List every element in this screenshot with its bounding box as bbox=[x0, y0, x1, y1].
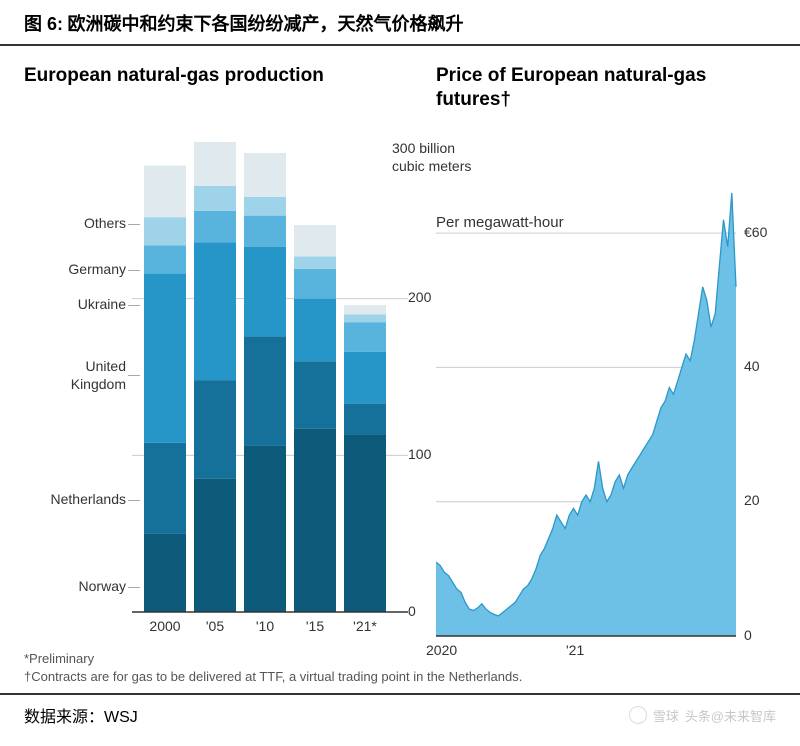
tick-Others bbox=[128, 224, 140, 225]
cat-Netherlands: Netherlands bbox=[24, 491, 126, 507]
area-line-chart: Per megawatt-hour02040€602020'21 bbox=[436, 126, 776, 636]
left-chart-panel: European natural-gas production 300 bill… bbox=[24, 64, 420, 636]
ry-60: €60 bbox=[744, 224, 767, 240]
source-value: WSJ bbox=[104, 709, 138, 726]
watermark-icon bbox=[629, 706, 647, 724]
source-row: 数据来源：WSJ 雪球 头条@未来智库 bbox=[0, 695, 800, 737]
tick-Netherlands bbox=[128, 500, 140, 501]
watermark: 雪球 头条@未来智库 bbox=[629, 706, 776, 725]
figure-title: 欧洲碳中和约束下各国纷纷减产，天然气价格飙升 bbox=[67, 14, 463, 34]
x-'21*: '21* bbox=[343, 618, 387, 634]
figure-label: 图 6: bbox=[24, 14, 63, 34]
stacked-bar-chart: 300 billioncubic meters0100200NorwayNeth… bbox=[24, 102, 420, 612]
cat-United Kingdom-1: United bbox=[24, 358, 126, 374]
ry-20: 20 bbox=[744, 492, 760, 508]
tick-Ukraine bbox=[128, 305, 140, 306]
right-chart-panel: Price of European natural-gas futures† P… bbox=[436, 64, 776, 636]
watermark-text-1: 雪球 bbox=[653, 706, 679, 725]
ry-40: 40 bbox=[744, 358, 760, 374]
source-label: 数据来源： bbox=[24, 709, 104, 726]
x-'05: '05 bbox=[193, 618, 237, 634]
figure-header: 图 6: 欧洲碳中和约束下各国纷纷减产，天然气价格飙升 bbox=[0, 0, 800, 46]
tick-Norway bbox=[128, 587, 140, 588]
tick-United Kingdom bbox=[128, 375, 140, 376]
right-chart-title: Price of European natural-gas futures† bbox=[436, 64, 776, 112]
ry-0: 0 bbox=[744, 627, 752, 643]
left-chart-title: European natural-gas production bbox=[24, 64, 420, 88]
cat-Others: Others bbox=[24, 215, 126, 231]
watermark-text-2: 头条@未来智库 bbox=[685, 706, 776, 725]
rx-2020: 2020 bbox=[426, 642, 474, 658]
tick-Germany bbox=[128, 270, 140, 271]
source-text: 数据来源：WSJ bbox=[24, 703, 138, 727]
cat-United Kingdom-2: Kingdom bbox=[24, 376, 126, 392]
y-tick-0: 0 bbox=[408, 603, 416, 619]
x-'15: '15 bbox=[293, 618, 337, 634]
chart-area: European natural-gas production 300 bill… bbox=[0, 46, 800, 646]
cat-Ukraine: Ukraine bbox=[24, 296, 126, 312]
y-tick-200: 200 bbox=[408, 289, 431, 305]
footnote-2: †Contracts are for gas to be delivered a… bbox=[24, 668, 776, 687]
area-line-svg bbox=[436, 126, 776, 666]
cat-Norway: Norway bbox=[24, 578, 126, 594]
rx-'21: '21 bbox=[566, 642, 614, 658]
subtitle: Per megawatt-hour bbox=[436, 214, 564, 231]
y-tick-100: 100 bbox=[408, 446, 431, 462]
x-2000: 2000 bbox=[143, 618, 187, 634]
x-'10: '10 bbox=[243, 618, 287, 634]
cat-Germany: Germany bbox=[24, 261, 126, 277]
